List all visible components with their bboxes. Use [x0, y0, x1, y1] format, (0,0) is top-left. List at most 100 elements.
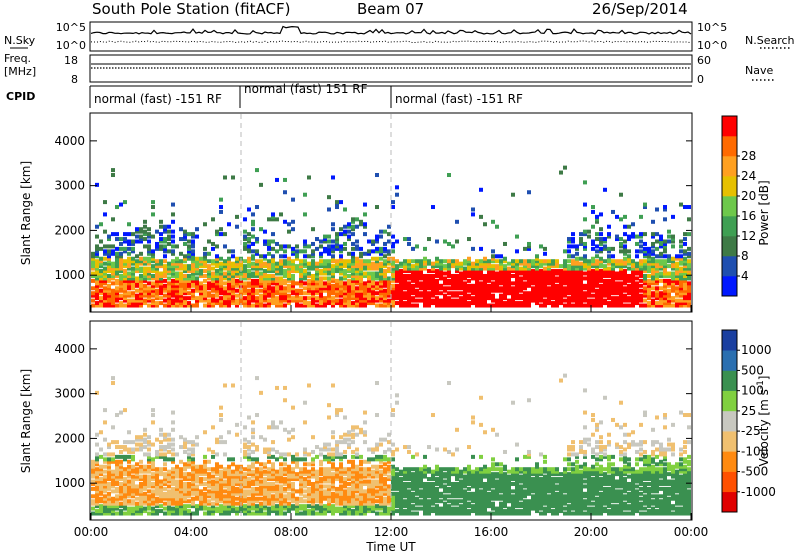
power-cell [435, 281, 439, 286]
power-cell [251, 254, 255, 259]
power-cell [343, 276, 347, 281]
velocity-cell [319, 491, 323, 496]
power-cell [127, 246, 131, 251]
power-cell [255, 273, 259, 278]
velocity-cell [195, 496, 199, 501]
power-cell [683, 264, 687, 269]
power-cell [375, 286, 379, 291]
power-cell [655, 232, 659, 237]
power-cell [295, 281, 299, 286]
power-cell [687, 261, 691, 266]
power-cell [147, 271, 151, 276]
velocity-cell [211, 489, 215, 494]
power-cell [95, 259, 99, 264]
velocity-cell [335, 509, 339, 514]
power-cell [631, 278, 635, 283]
power-cell [611, 301, 615, 306]
power-cell [295, 256, 299, 261]
power-cell [475, 271, 479, 276]
power-cell [99, 278, 103, 283]
power-cell [243, 271, 247, 276]
velocity-cell [291, 491, 295, 496]
power-cell [207, 269, 211, 274]
power-cell [247, 239, 251, 244]
power-cell [639, 261, 643, 266]
velocity-cell [223, 489, 227, 494]
power-cell [507, 278, 511, 283]
power-cell [639, 273, 643, 278]
power-cell [163, 229, 167, 234]
power-cell [363, 281, 367, 286]
power-cell [367, 278, 371, 283]
power-cell [215, 264, 219, 269]
velocity-cell [107, 486, 111, 491]
power-cell [167, 264, 171, 269]
power-cell [643, 291, 647, 296]
power-cell [603, 288, 607, 293]
velocity-cell [119, 449, 123, 454]
power-cell [567, 271, 571, 276]
power-cell [119, 237, 123, 242]
power-cell [143, 261, 147, 266]
power-cell [527, 291, 531, 296]
power-cell [255, 271, 259, 276]
velocity-cell [395, 509, 399, 514]
velocity-cell [387, 432, 391, 437]
power-cell [591, 298, 595, 303]
power-cell [435, 239, 439, 244]
power-cell [531, 298, 535, 303]
velocity-cell [411, 496, 415, 501]
power-cell [271, 254, 275, 259]
velocity-cell [131, 489, 135, 494]
power-cell [403, 293, 407, 298]
power-cell [243, 273, 247, 278]
velocity-cell [383, 467, 387, 472]
velocity-cell [207, 494, 211, 499]
velocity-cell [299, 469, 303, 474]
power-cell [515, 273, 519, 278]
power-cell [591, 239, 595, 244]
power-cell [123, 273, 127, 278]
velocity-cell [251, 491, 255, 496]
velocity-cell [187, 511, 191, 516]
power-cell [407, 296, 411, 301]
power-cell [271, 266, 275, 271]
power-cell [459, 278, 463, 283]
power-cell [375, 281, 379, 286]
velocity-cell [139, 511, 143, 516]
power-cell [471, 296, 475, 301]
velocity-cell [315, 491, 319, 496]
velocity-cell [399, 486, 403, 491]
power-cell [623, 246, 627, 251]
power-cell [331, 273, 335, 278]
power-cell [259, 283, 263, 288]
velocity-cell [331, 472, 335, 477]
power-cell [339, 261, 343, 266]
velocity-cell [187, 481, 191, 486]
power-cell [303, 264, 307, 269]
power-cell [547, 278, 551, 283]
power-cell [679, 269, 683, 274]
velocity-cell [359, 511, 363, 516]
velocity-cell [403, 486, 407, 491]
power-cell [259, 259, 263, 264]
power-cell [563, 288, 567, 293]
power-cell [327, 296, 331, 301]
velocity-cell [271, 481, 275, 486]
power-cell [515, 278, 519, 283]
power-cell [247, 264, 251, 269]
power-cell [359, 273, 363, 278]
velocity-cell [131, 509, 135, 514]
power-cell [447, 173, 451, 178]
power-cell [659, 298, 663, 303]
power-cell [435, 278, 439, 283]
power-cell [539, 273, 543, 278]
velocity-cell [123, 479, 127, 484]
power-cell [555, 271, 559, 276]
velocity-cell [223, 383, 227, 388]
power-cell [683, 241, 687, 246]
velocity-cell [371, 494, 375, 499]
power-cell [107, 234, 111, 239]
velocity-cell [247, 464, 251, 469]
power-cell [387, 301, 391, 306]
